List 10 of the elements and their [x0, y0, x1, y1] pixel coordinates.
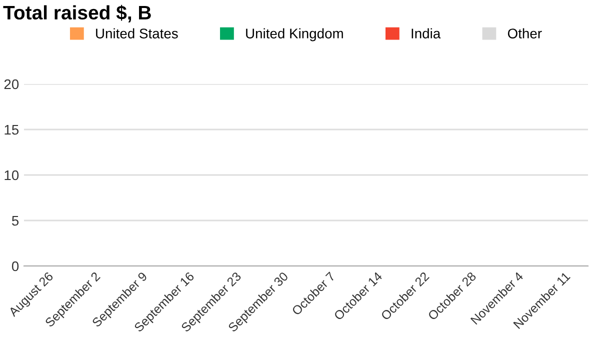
y-tick-label: 15 — [4, 124, 19, 135]
y-tick-label: 20 — [4, 79, 19, 90]
y-tick-label: 0 — [12, 261, 19, 272]
chart-title: Total raised $, B — [3, 4, 151, 22]
y-tick-label: 10 — [4, 170, 19, 180]
legend-label: Other — [508, 28, 542, 38]
y-tick-label: 5 — [12, 216, 19, 226]
legend-label: United Kingdom — [246, 28, 343, 42]
legend-label: United States — [96, 28, 178, 38]
legend-label: India — [412, 28, 441, 38]
